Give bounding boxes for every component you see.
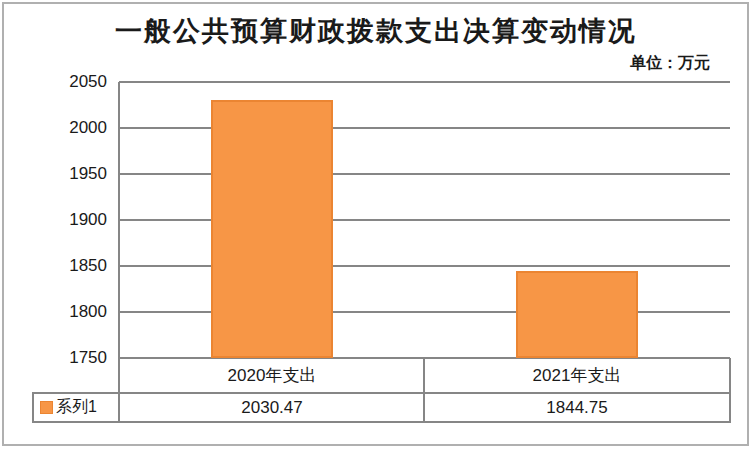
y-axis-tick-label: 1900 (30, 210, 107, 230)
legend-cell-left-border (32, 392, 34, 423)
bar-2020年支出 (211, 100, 333, 358)
y-axis-tick-label: 1850 (30, 256, 107, 276)
unit-label: 单位：万元 (630, 53, 710, 74)
y-axis-tick-label: 1950 (30, 164, 107, 184)
plot-area (119, 82, 730, 358)
category-label: 2020年支出 (121, 359, 423, 392)
y-axis-line (118, 82, 120, 423)
y-axis-tick-label: 1800 (30, 302, 107, 322)
legend-item: 系列1 (35, 394, 117, 421)
series-color-swatch (40, 401, 53, 414)
data-value: 1844.75 (426, 394, 728, 421)
y-axis-tick-label: 1750 (30, 348, 107, 368)
y-axis-tick-label: 2000 (30, 118, 107, 138)
category-label: 2021年支出 (426, 359, 728, 392)
table-right-border (729, 358, 731, 423)
bar-chart: 一般公共预算财政拨款支出决算变动情况 单位：万元 2050 2000 1950 190… (0, 0, 752, 452)
bar-2021年支出 (516, 271, 638, 358)
y-axis-tick-label: 2050 (30, 72, 107, 92)
data-value: 2030.47 (121, 394, 423, 421)
series-name: 系列1 (56, 397, 97, 418)
table-column-divider (423, 358, 425, 423)
chart-title: 一般公共预算财政拨款支出决算变动情况 (0, 13, 752, 49)
y-axis-labels: 2050 2000 1950 1900 1850 1800 1750 (30, 0, 107, 452)
gridline (119, 81, 730, 83)
table-bottom-border (33, 421, 730, 423)
